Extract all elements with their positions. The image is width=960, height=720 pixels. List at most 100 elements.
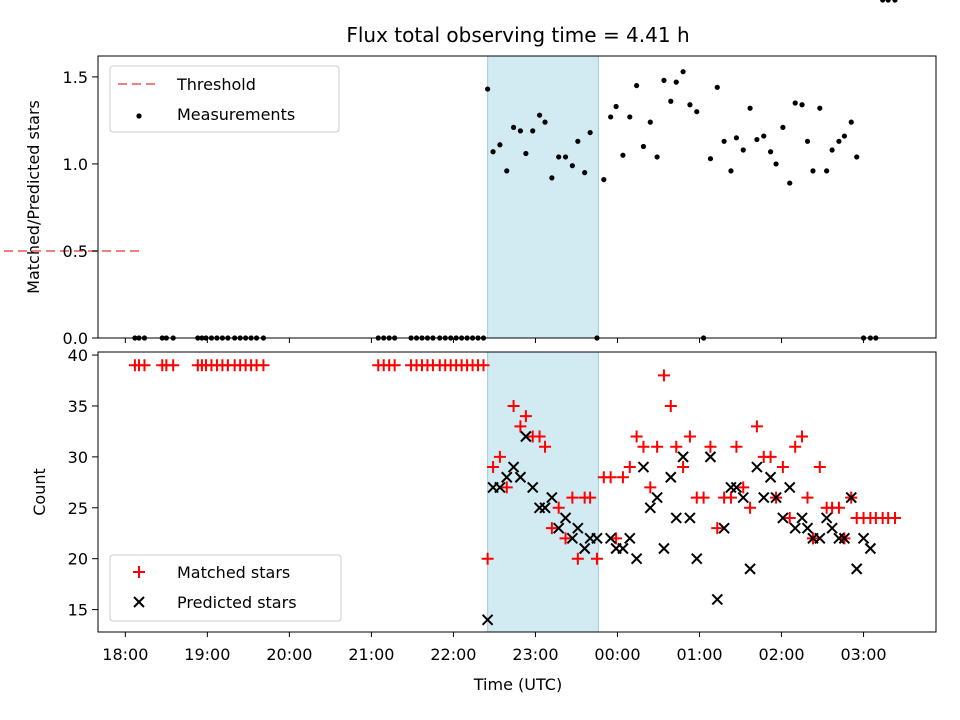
predicted-point	[864, 542, 877, 555]
predicted-point	[677, 451, 689, 463]
matched-point	[776, 461, 789, 474]
ratio-frame	[97, 55, 937, 339]
x-tick-label: 01:00	[676, 645, 722, 664]
x-tick-label: 21:00	[348, 645, 394, 664]
predicted-point	[777, 512, 789, 524]
predicted-point	[637, 461, 650, 473]
measurement-point	[640, 143, 647, 150]
measurement-point	[601, 176, 607, 183]
measurement-point	[824, 168, 830, 174]
matched-point	[590, 552, 603, 565]
predicted-point	[514, 471, 527, 483]
predicted-point	[591, 532, 603, 545]
measurement-point	[661, 77, 667, 83]
measurement-point	[804, 138, 811, 144]
ratio-legend: Threshold Measurements	[109, 65, 340, 133]
predicted-point	[501, 471, 513, 483]
matched-point	[813, 461, 826, 474]
measurement-point	[694, 109, 700, 115]
matched-point	[507, 399, 520, 412]
matched-point	[697, 491, 710, 504]
predicted-point	[718, 522, 730, 534]
matched-point	[888, 511, 901, 524]
measurement-point	[733, 135, 740, 141]
measurement-point	[647, 119, 653, 125]
matched-point	[644, 481, 657, 494]
legend-matched-label: Matched stars	[177, 563, 290, 582]
measurement-point	[817, 105, 823, 111]
predicted-point	[725, 481, 737, 494]
matched-point	[683, 430, 696, 443]
matched-point	[744, 501, 757, 514]
y-tick-label: 15	[68, 601, 88, 620]
predicted-point	[789, 522, 801, 534]
measurement-point	[761, 133, 767, 139]
ratio-y-label: Matched/Predicted stars	[24, 100, 43, 294]
matched-point	[657, 369, 670, 382]
measurement-point	[829, 147, 835, 153]
matched-point	[664, 399, 677, 412]
measurement-point	[754, 136, 760, 143]
predicted-point	[572, 522, 584, 534]
predicted-point	[711, 593, 723, 606]
counts-y-label: Count	[30, 468, 49, 516]
matched-point	[477, 359, 490, 372]
predicted-point	[730, 481, 743, 494]
matched-point	[167, 359, 180, 372]
matched-point	[789, 440, 802, 453]
matched-point	[677, 461, 690, 474]
y-tick-label: 0.0	[63, 329, 88, 348]
x-tick-label: 00:00	[594, 645, 640, 664]
predicted-point	[826, 522, 838, 534]
measurement-point	[627, 114, 633, 120]
matched-point	[711, 522, 724, 535]
measurement-point	[841, 133, 848, 139]
y-tick-label: 1.0	[63, 155, 88, 174]
matched-point	[670, 440, 683, 453]
matched-point	[750, 420, 763, 433]
predicted-point	[758, 491, 770, 504]
measurement-point	[740, 147, 746, 153]
x-tick-label: 03:00	[840, 645, 886, 664]
y-tick-label: 0.5	[63, 242, 88, 261]
measurement-point	[569, 163, 575, 169]
predicted-points	[481, 430, 877, 626]
x-tick-label: 19:00	[184, 645, 230, 664]
measurement-point	[714, 84, 720, 90]
measurement-point	[728, 168, 734, 174]
predicted-point	[670, 512, 682, 524]
matched-point	[138, 359, 151, 372]
measurement-point	[885, 0, 891, 3]
legend-predicted-label: Predicted stars	[177, 593, 297, 612]
measurement-point	[634, 82, 640, 89]
predicted-point	[604, 532, 617, 545]
measurement-point	[687, 102, 693, 108]
predicted-point	[691, 552, 703, 565]
matched-point	[783, 511, 796, 524]
y-tick-label: 30	[68, 448, 88, 467]
matched-point	[796, 430, 809, 443]
measurement-point	[707, 156, 714, 162]
matched-point	[637, 440, 650, 453]
measurement-point	[767, 149, 774, 155]
predicted-point	[770, 491, 782, 504]
x-axis-label: Time (UTC)	[473, 675, 562, 694]
matched-point	[559, 532, 572, 545]
measurement-point	[608, 114, 614, 120]
matched-point	[533, 430, 546, 443]
predicted-point	[857, 532, 870, 545]
measurement-point	[490, 149, 496, 155]
measurement-point	[810, 168, 816, 174]
matched-point	[730, 440, 743, 453]
shaded-interval-1	[487, 55, 599, 339]
measurement-point	[799, 102, 805, 108]
predicted-point	[566, 532, 579, 545]
matched-point	[519, 410, 532, 423]
matched-point	[724, 491, 737, 504]
predicted-point	[559, 512, 572, 524]
measurement-point	[780, 124, 786, 130]
y-tick-label: 35	[68, 397, 88, 416]
ratio-legend-box	[109, 65, 340, 133]
predicted-point	[481, 614, 494, 626]
measurement-point	[575, 138, 581, 144]
